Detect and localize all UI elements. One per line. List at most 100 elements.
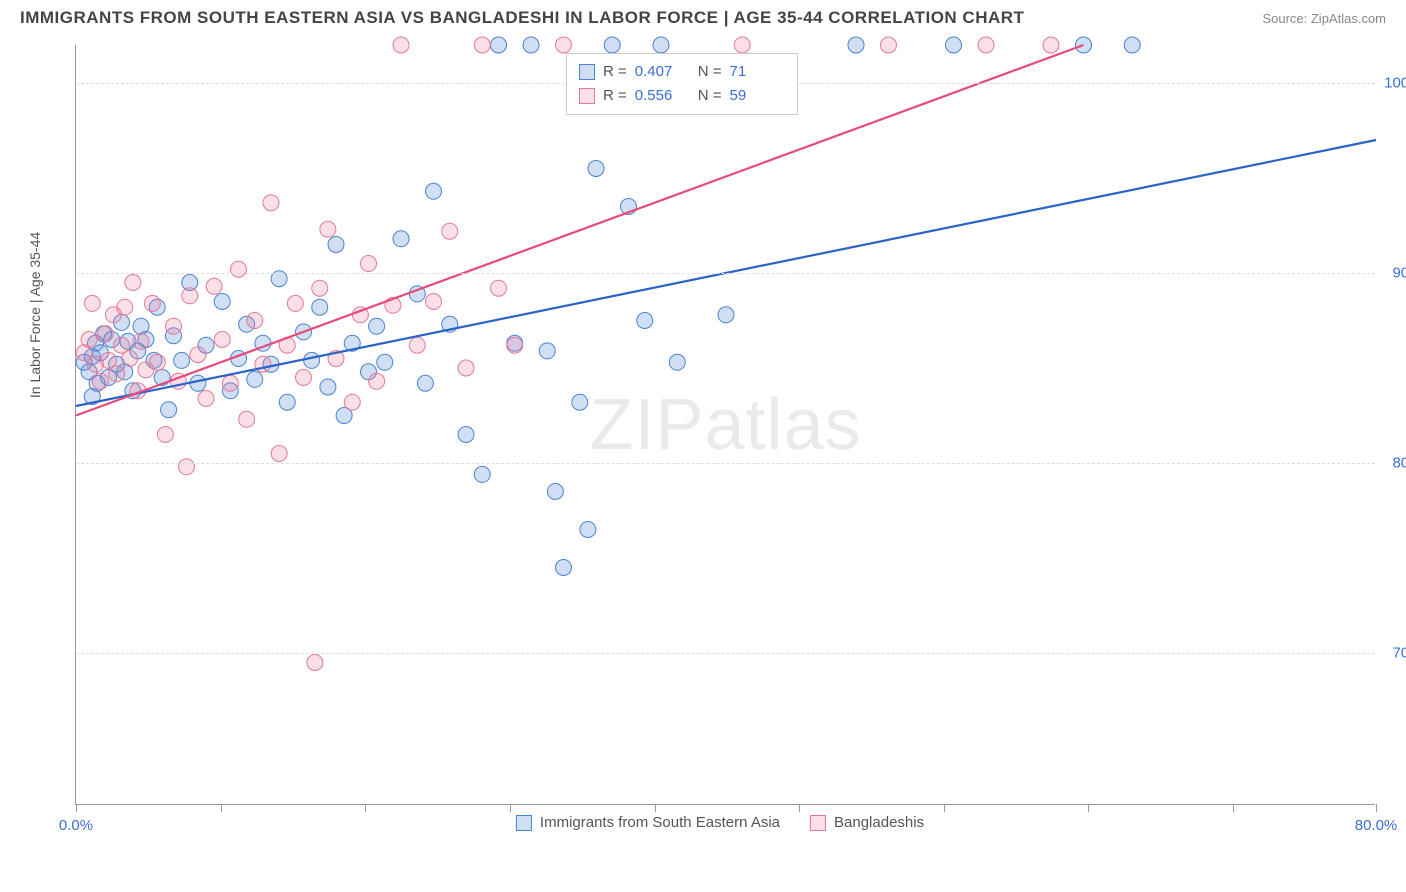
data-point-sea: [848, 37, 864, 53]
data-point-ban: [491, 280, 507, 296]
data-point-sea: [946, 37, 962, 53]
data-point-sea: [377, 354, 393, 370]
legend-label: Immigrants from South Eastern Asia: [540, 814, 780, 831]
scatter-plot: [76, 45, 1375, 804]
data-point-ban: [734, 37, 750, 53]
data-point-sea: [718, 307, 734, 323]
gridline: [76, 273, 1375, 274]
data-point-sea: [491, 37, 507, 53]
x-tick: [799, 804, 800, 812]
data-point-ban: [231, 261, 247, 277]
data-point-ban: [144, 295, 160, 311]
data-point-ban: [190, 347, 206, 363]
data-point-ban: [474, 37, 490, 53]
data-point-sea: [393, 231, 409, 247]
data-point-ban: [182, 288, 198, 304]
data-point-ban: [312, 280, 328, 296]
source-label: Source: ZipAtlas.com: [1262, 11, 1386, 26]
data-point-ban: [149, 354, 165, 370]
data-point-sea: [161, 402, 177, 418]
x-tick: [944, 804, 945, 812]
r-label: R =: [603, 84, 627, 108]
data-point-sea: [247, 371, 263, 387]
data-point-sea: [580, 522, 596, 538]
x-tick: [510, 804, 511, 812]
data-point-ban: [507, 337, 523, 353]
data-point-ban: [393, 37, 409, 53]
data-point-sea: [312, 299, 328, 315]
data-point-ban: [344, 394, 360, 410]
data-point-sea: [279, 394, 295, 410]
legend-label: Bangladeshis: [834, 814, 924, 831]
data-point-ban: [214, 332, 230, 348]
correlation-row: R =0.407N =71: [579, 60, 785, 84]
data-point-ban: [458, 360, 474, 376]
data-point-ban: [179, 459, 195, 475]
data-point-ban: [157, 427, 173, 443]
y-tick-label: 70.0%: [1392, 645, 1406, 662]
data-point-sea: [572, 394, 588, 410]
data-point-sea: [547, 484, 563, 500]
gridline: [76, 463, 1375, 464]
n-value: 59: [730, 84, 785, 108]
r-label: R =: [603, 60, 627, 84]
r-value: 0.556: [635, 84, 690, 108]
data-point-sea: [426, 183, 442, 199]
data-point-ban: [307, 655, 323, 671]
legend-swatch: [579, 64, 595, 80]
data-point-ban: [442, 223, 458, 239]
data-point-sea: [417, 375, 433, 391]
data-point-ban: [409, 337, 425, 353]
data-point-sea: [1124, 37, 1140, 53]
x-tick-label: 0.0%: [59, 817, 93, 834]
chart-title: IMMIGRANTS FROM SOUTH EASTERN ASIA VS BA…: [20, 8, 1024, 28]
data-point-ban: [426, 294, 442, 310]
x-tick: [1088, 804, 1089, 812]
legend-item-ban: Bangladeshis: [810, 814, 924, 831]
x-tick: [1233, 804, 1234, 812]
data-point-sea: [174, 352, 190, 368]
data-point-sea: [474, 466, 490, 482]
series-legend: Immigrants from South Eastern Asia Bangla…: [506, 812, 934, 833]
x-tick: [655, 804, 656, 812]
data-point-ban: [556, 37, 572, 53]
data-point-ban: [109, 366, 125, 382]
r-value: 0.407: [635, 60, 690, 84]
data-point-sea: [637, 313, 653, 329]
legend-item-sea: Immigrants from South Eastern Asia: [516, 814, 780, 831]
data-point-ban: [97, 326, 113, 342]
legend-swatch: [516, 815, 532, 831]
data-point-ban: [84, 295, 100, 311]
n-value: 71: [730, 60, 785, 84]
legend-swatch: [579, 88, 595, 104]
data-point-sea: [653, 37, 669, 53]
x-tick: [221, 804, 222, 812]
data-point-ban: [198, 390, 214, 406]
data-point-ban: [133, 333, 149, 349]
gridline: [76, 653, 1375, 654]
correlation-legend: R =0.407N =71R =0.556N =59: [566, 53, 798, 115]
data-point-ban: [122, 351, 138, 367]
data-point-ban: [81, 332, 97, 348]
x-tick-label: 80.0%: [1355, 817, 1398, 834]
data-point-ban: [263, 195, 279, 211]
data-point-ban: [206, 278, 222, 294]
data-point-sea: [669, 354, 685, 370]
n-label: N =: [698, 84, 722, 108]
data-point-ban: [222, 375, 238, 391]
data-point-ban: [369, 373, 385, 389]
data-point-ban: [117, 299, 133, 315]
data-point-ban: [125, 275, 141, 291]
data-point-sea: [458, 427, 474, 443]
y-axis-title: In Labor Force | Age 35-44: [27, 232, 43, 398]
data-point-sea: [588, 161, 604, 177]
data-point-ban: [361, 256, 377, 272]
plot-area: ZIPatlas 70.0%80.0%90.0%100.0% 0.0%80.0%…: [75, 45, 1375, 805]
data-point-ban: [320, 221, 336, 237]
y-tick-label: 100.0%: [1384, 75, 1406, 92]
data-point-sea: [539, 343, 555, 359]
data-point-ban: [881, 37, 897, 53]
legend-swatch: [810, 815, 826, 831]
x-tick: [365, 804, 366, 812]
data-point-sea: [214, 294, 230, 310]
